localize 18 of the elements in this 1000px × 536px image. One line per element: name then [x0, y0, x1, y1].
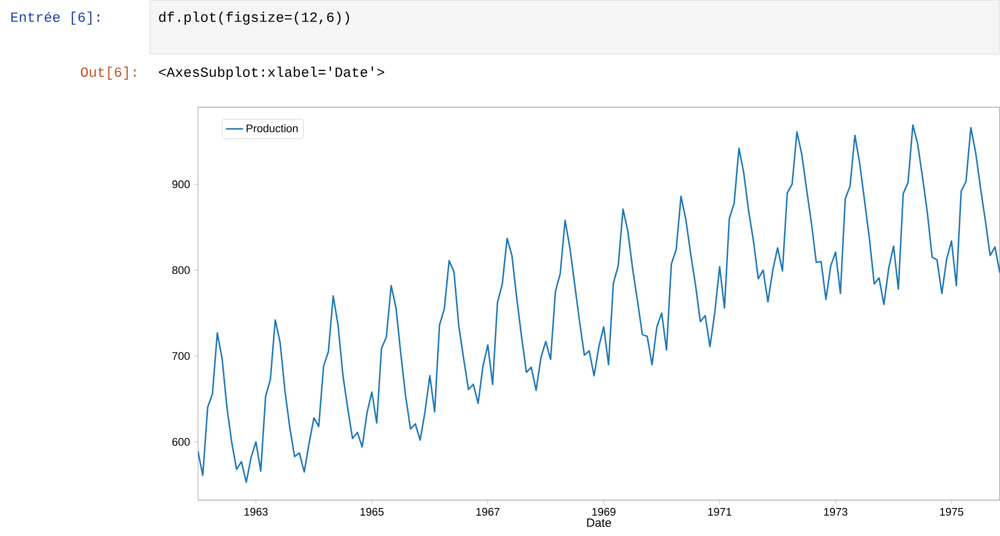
x-tick-label: 1963	[244, 508, 268, 516]
line-series	[198, 124, 1000, 483]
x-tick-label: 1967	[476, 508, 500, 516]
y-tick-label: 600	[172, 438, 190, 446]
text: df.plot(figsize=(12,6))	[159, 12, 349, 25]
y-tick-label: 800	[172, 266, 190, 274]
x-tick-label: 1973	[824, 508, 848, 516]
x-tick-label: 1975	[940, 508, 964, 516]
text: Entrée [6]:	[11, 12, 100, 25]
y-tick-label: 700	[172, 352, 190, 360]
text: Out[6]:	[80, 66, 136, 80]
x-tick-label: 1971	[708, 508, 732, 516]
x-axis-title: Date	[587, 518, 612, 527]
text: <AxesSubplot:xlabel='Date'>	[158, 66, 384, 80]
x-tick-label: 1965	[360, 508, 384, 516]
x-tick-label: 1969	[592, 508, 616, 516]
legend-label: Production	[246, 124, 298, 132]
y-tick-label: 900	[172, 180, 190, 188]
